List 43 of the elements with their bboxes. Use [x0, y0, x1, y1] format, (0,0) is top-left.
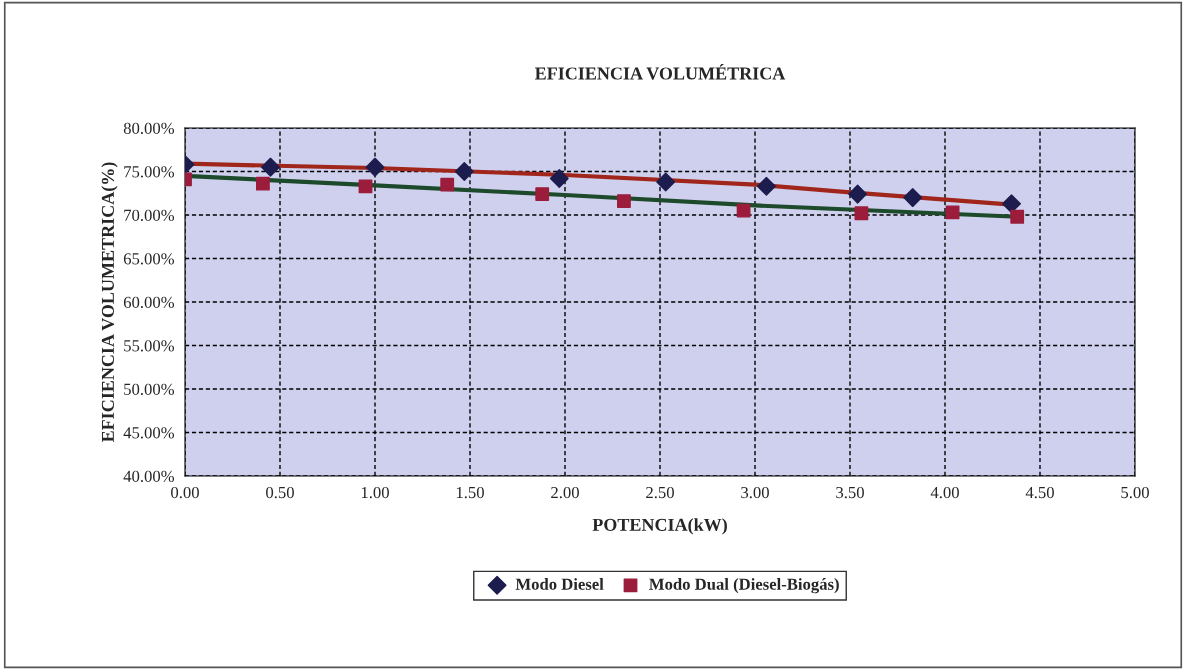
- y-axis-title: EFICIENCIA VOLUMETRICA(%): [101, 162, 118, 443]
- point: [945, 205, 960, 220]
- point: [736, 203, 751, 218]
- point: [1002, 194, 1021, 214]
- x-tick-label: 5.00: [1121, 486, 1149, 499]
- point: [358, 179, 373, 194]
- y-tick-label: 60.00%: [123, 296, 175, 309]
- point: [1010, 209, 1025, 224]
- x-axis-title: POTENCIA(kW): [592, 518, 727, 535]
- point: [255, 176, 270, 191]
- x-tick-label: 1.00: [361, 486, 389, 499]
- legend-label: Modo Diesel: [515, 578, 604, 590]
- point: [535, 187, 550, 202]
- y-tick-label: 50.00%: [124, 383, 175, 396]
- point: [854, 206, 869, 221]
- point: [261, 157, 280, 177]
- y-tick-label: 75.00%: [124, 166, 175, 178]
- point: [440, 177, 455, 192]
- point: [365, 157, 385, 177]
- x-tick-label: 1.50: [456, 486, 484, 499]
- point: [549, 168, 569, 188]
- x-tick-label: 2.50: [646, 486, 674, 499]
- point: [756, 176, 776, 196]
- point: [903, 188, 923, 208]
- y-tick-label: 55.00%: [124, 340, 175, 352]
- x-tick-label: 3.50: [836, 486, 864, 499]
- chart-title: EFICIENCIA VOLUMÉTRICA: [534, 63, 786, 80]
- point: [454, 162, 474, 181]
- y-tick-label: 40.00%: [123, 470, 175, 483]
- y-tick-label: 45.00%: [123, 427, 175, 439]
- x-tick-label: 4.00: [930, 486, 959, 499]
- y-tick-label: 80.00%: [123, 122, 175, 135]
- legend-label: Modo Dual (Diesel-Biogás): [649, 578, 839, 594]
- x-tick-label: 0.50: [266, 486, 294, 499]
- x-tick-label: 2.00: [551, 486, 579, 499]
- y-tick-label: 65.00%: [123, 253, 175, 265]
- y-tick-label: 70.00%: [124, 209, 175, 222]
- x-tick-label: 0.00: [171, 486, 199, 499]
- x-tick-label: 4.50: [1025, 486, 1054, 499]
- x-tick-label: 3.00: [741, 486, 769, 499]
- point: [616, 194, 631, 208]
- point: [656, 172, 676, 192]
- point: [848, 184, 868, 204]
